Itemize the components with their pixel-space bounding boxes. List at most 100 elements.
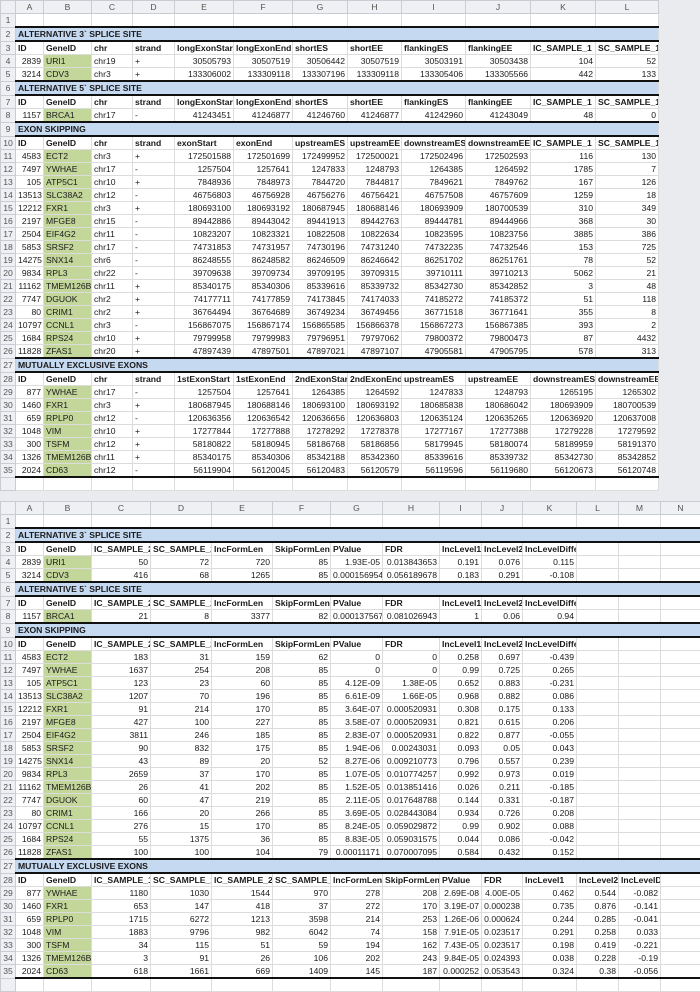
cell[interactable]: 79: [273, 846, 331, 860]
row-header[interactable]: [1, 477, 16, 491]
column-header-I[interactable]: I: [440, 502, 482, 515]
cell[interactable]: 0.796: [440, 755, 482, 768]
cell[interactable]: [661, 965, 700, 979]
gene-id-cell[interactable]: SNX14: [44, 755, 92, 768]
gene-id-cell[interactable]: FXR1: [44, 703, 92, 716]
gene-id-cell[interactable]: CRIM1: [44, 807, 92, 820]
cell[interactable]: 0.191: [440, 556, 482, 569]
cell[interactable]: 0.652: [440, 677, 482, 690]
row-header[interactable]: 4: [1, 556, 16, 569]
gene-id-cell[interactable]: TSFM: [44, 438, 92, 451]
cell[interactable]: 0.000137567: [331, 610, 383, 624]
cell[interactable]: 194: [331, 939, 383, 952]
gene-id-cell[interactable]: MFGE8: [44, 716, 92, 729]
cell[interactable]: 21: [596, 267, 659, 280]
cell[interactable]: 10797: [16, 319, 44, 332]
cell[interactable]: +: [133, 399, 175, 412]
cell[interactable]: 8.83E-05: [331, 833, 383, 846]
cell[interactable]: 0.152: [523, 846, 577, 860]
row-header[interactable]: 10: [1, 637, 16, 651]
cell[interactable]: 9834: [16, 768, 44, 781]
cell[interactable]: 104: [531, 55, 596, 68]
cell[interactable]: 60: [92, 794, 151, 807]
cell[interactable]: 2197: [16, 215, 44, 228]
column-label[interactable]: ID: [16, 41, 44, 55]
cell[interactable]: [577, 781, 619, 794]
cell[interactable]: +: [133, 345, 175, 359]
gene-id-cell[interactable]: DGUOK: [44, 293, 92, 306]
cell[interactable]: 300: [16, 438, 44, 451]
cell[interactable]: 0.013843653: [383, 556, 440, 569]
row-header[interactable]: 15: [1, 703, 16, 716]
column-label[interactable]: longExonEnd: [234, 95, 293, 109]
cell[interactable]: 180687945: [175, 399, 234, 412]
row-header[interactable]: 27: [1, 859, 16, 873]
cell[interactable]: 86246509: [293, 254, 348, 267]
cell[interactable]: [16, 14, 44, 28]
cell[interactable]: [661, 781, 700, 794]
cell[interactable]: 39709315: [348, 267, 402, 280]
cell[interactable]: 105: [16, 677, 44, 690]
cell[interactable]: 172500021: [348, 150, 402, 163]
gene-id-cell[interactable]: URI1: [44, 556, 92, 569]
row-header[interactable]: 16: [1, 716, 16, 729]
gene-id-cell[interactable]: RPLP0: [44, 913, 92, 926]
cell[interactable]: [661, 952, 700, 965]
column-label[interactable]: flankingEE: [466, 41, 531, 55]
cell[interactable]: 8: [151, 610, 212, 624]
cell[interactable]: 3811: [92, 729, 151, 742]
column-header-K[interactable]: K: [523, 502, 577, 515]
cell[interactable]: 80: [16, 807, 44, 820]
cell[interactable]: [619, 978, 661, 992]
cell[interactable]: 175: [212, 742, 273, 755]
cell[interactable]: 1157: [16, 610, 44, 624]
section-title[interactable]: ALTERNATIVE 3` SPLICE SITE: [16, 528, 700, 542]
cell[interactable]: 1213: [212, 913, 273, 926]
column-label[interactable]: ID: [16, 596, 44, 610]
cell[interactable]: 13513: [16, 189, 44, 202]
cell[interactable]: 3: [92, 952, 151, 965]
cell[interactable]: [440, 515, 482, 529]
cell[interactable]: 3377: [212, 610, 273, 624]
cell[interactable]: 659: [16, 412, 44, 425]
cell[interactable]: 47897107: [348, 345, 402, 359]
cell[interactable]: [44, 978, 92, 992]
cell[interactable]: 0.000156954: [331, 569, 383, 583]
cell[interactable]: [577, 807, 619, 820]
gene-id-cell[interactable]: ATP5C1: [44, 677, 92, 690]
row-header[interactable]: 28: [1, 873, 16, 887]
column-label[interactable]: PValue: [331, 542, 383, 556]
cell[interactable]: 36: [212, 833, 273, 846]
cell[interactable]: 9834: [16, 267, 44, 280]
cell[interactable]: 56119904: [175, 464, 234, 478]
cell[interactable]: 158: [383, 926, 440, 939]
row-header[interactable]: 6: [1, 582, 16, 596]
cell[interactable]: [661, 820, 700, 833]
cell[interactable]: [16, 978, 44, 992]
cell[interactable]: -: [133, 241, 175, 254]
column-header-M[interactable]: M: [619, 502, 661, 515]
column-label[interactable]: GeneID: [44, 95, 92, 109]
cell[interactable]: 7497: [16, 163, 44, 176]
cell[interactable]: chr17: [92, 241, 133, 254]
cell[interactable]: 41: [151, 781, 212, 794]
cell[interactable]: 37: [273, 900, 331, 913]
cell[interactable]: 85342360: [348, 451, 402, 464]
cell[interactable]: 120636656: [293, 412, 348, 425]
column-header-C[interactable]: C: [92, 1, 133, 14]
cell[interactable]: +: [133, 293, 175, 306]
cell[interactable]: 1883: [92, 926, 151, 939]
cell[interactable]: [383, 978, 440, 992]
cell[interactable]: 0.934: [440, 807, 482, 820]
row-header[interactable]: 27: [1, 358, 16, 372]
cell[interactable]: 1.94E-06: [331, 742, 383, 755]
cell[interactable]: 11828: [16, 846, 44, 860]
cell[interactable]: chr22: [92, 267, 133, 280]
cell[interactable]: 1460: [16, 399, 44, 412]
cell[interactable]: 34: [92, 939, 151, 952]
row-header[interactable]: 22: [1, 794, 16, 807]
cell[interactable]: 0.324: [523, 965, 577, 979]
row-header[interactable]: 11: [1, 651, 16, 664]
row-header[interactable]: 13: [1, 176, 16, 189]
cell[interactable]: 1.93E-05: [331, 556, 383, 569]
